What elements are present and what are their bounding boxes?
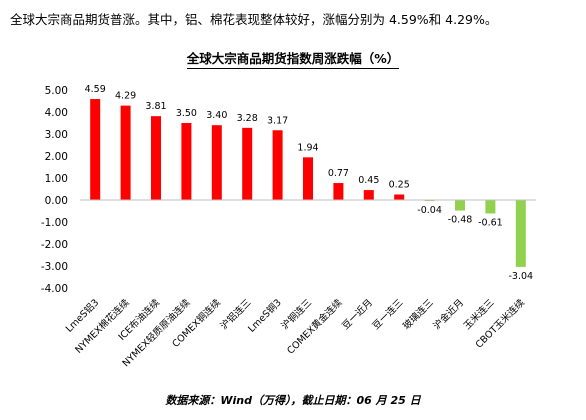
y-tick-label: 1.00 (45, 173, 68, 185)
category-label: NYMEX棉花连续 (73, 296, 132, 355)
category-label: 豆一近月 (340, 297, 375, 332)
bar (333, 183, 344, 200)
data-label: 3.50 (176, 108, 197, 119)
bar (90, 99, 101, 200)
bar (515, 200, 526, 267)
data-label: 3.28 (237, 113, 258, 124)
data-label: 0.77 (328, 168, 349, 179)
bar (363, 190, 374, 200)
y-tick-label: -4.00 (41, 283, 68, 295)
category-label: LmeS铜3 (246, 297, 284, 335)
data-label: 0.45 (358, 175, 379, 186)
y-tick-label: 5.00 (45, 85, 68, 97)
category-label: 豆一连三 (370, 297, 405, 332)
data-label: 3.81 (145, 101, 166, 112)
y-tick-label: 4.00 (45, 107, 68, 119)
bar (181, 123, 192, 200)
intro-text: 全球大宗商品期货普涨。其中，铝、棉花表现整体较好，涨幅分别为 4.59%和 4.… (10, 12, 498, 27)
data-label: 0.25 (389, 180, 410, 191)
y-axis: 5.00 4.00 3.00 2.00 1.00 0.00 -1.00 -2.00 -3.00 -… (41, 85, 68, 295)
bar (485, 200, 496, 214)
data-labels: 4.59 4.29 3.81 3.50 3.40 3.28 3.17 1.94 0.77 0.45… (85, 84, 533, 282)
data-label: 4.29 (115, 91, 136, 102)
y-tick-label: 2.00 (45, 151, 68, 163)
y-tick-label: -2.00 (41, 239, 68, 251)
category-label: 沪金近月 (431, 297, 466, 332)
y-tick-label: -1.00 (41, 217, 68, 229)
bar (120, 105, 131, 200)
y-tick-label: -3.00 (41, 261, 68, 273)
bar (242, 127, 253, 200)
data-label: -0.48 (448, 215, 473, 226)
y-tick-label: 0.00 (45, 195, 68, 207)
bar (151, 116, 161, 200)
data-label: 4.59 (85, 84, 106, 95)
bar (455, 200, 465, 211)
source-note: 数据来源：Wind（万得），截止日期：06 月 25 日 (165, 394, 421, 407)
bar (272, 130, 283, 200)
data-label: 1.94 (297, 142, 318, 153)
bar (394, 194, 405, 200)
data-label: -0.61 (478, 217, 503, 228)
category-label: 玻璃连三 (400, 297, 435, 332)
chart-title: 全球大宗商品期货指数周涨跌幅（%） (0, 48, 586, 69)
y-tick-label: 3.00 (45, 129, 68, 141)
chart-title-text: 全球大宗商品期货指数周涨跌幅（%） (186, 51, 400, 69)
bars (90, 99, 526, 267)
data-label: 3.40 (206, 110, 227, 121)
data-label: -3.04 (509, 271, 534, 282)
data-label: 3.17 (267, 115, 288, 126)
category-labels: LmeS铝3NYMEX棉花连续ICE布油连续NYMEX轻质原油连续COMEX铜连… (63, 296, 527, 369)
bar (303, 157, 313, 200)
data-label: -0.04 (417, 205, 442, 216)
bar (211, 125, 222, 200)
category-label: COMEX黄金连续 (285, 296, 345, 356)
